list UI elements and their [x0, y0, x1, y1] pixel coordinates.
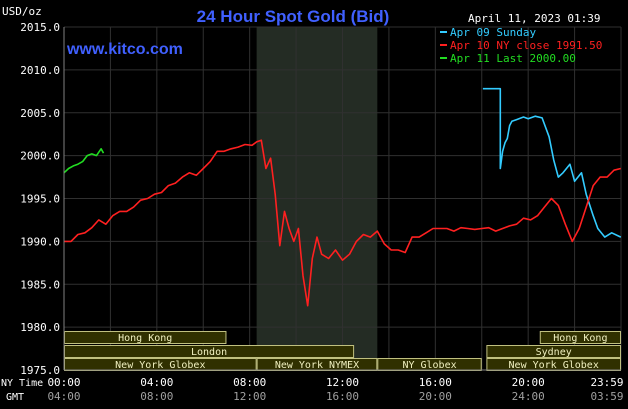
- session-label: New York Globex: [115, 360, 205, 371]
- legend-entry-0: Apr 09 Sunday: [450, 26, 536, 39]
- y-tick-label: 1985.0: [20, 278, 60, 291]
- x-tick-label-ny: 00:00: [47, 376, 80, 389]
- axis-layer: 2015.0 2010.0 2005.0 2000.0 1995.0 1990.0 1985…: [20, 21, 623, 403]
- session-label: London: [191, 347, 227, 358]
- x-tick-label-gmt: 08:00: [140, 390, 173, 403]
- timestamp: April 11, 2023 01:39: [468, 12, 600, 25]
- x-tick-label-ny: 04:00: [140, 376, 173, 389]
- y-tick-label: 2000.0: [20, 150, 60, 163]
- series-line-0: [482, 87, 622, 238]
- session-label: Sydney: [536, 347, 572, 358]
- x-axis-label-ny: NY Time: [1, 378, 43, 389]
- y-tick-label: 1980.0: [20, 321, 60, 334]
- session-bar: [539, 331, 621, 344]
- series-line-1: [64, 139, 621, 307]
- session-label: Hong Kong: [118, 333, 172, 344]
- x-tick-label-gmt: 04:00: [47, 390, 80, 403]
- x-tick-label-ny: 08:00: [233, 376, 266, 389]
- x-tick-label-gmt: 20:00: [419, 390, 452, 403]
- session-bars-layer: Hong Kong Hong Kong London Sydney New York G…: [64, 331, 621, 371]
- y-tick-label: 1990.0: [20, 235, 60, 248]
- session-label: NY Globex: [402, 360, 456, 371]
- x-tick-label-ny: 23:59: [590, 376, 623, 389]
- x-tick-label-ny: 12:00: [326, 376, 359, 389]
- series-line-2: [63, 148, 105, 174]
- series-layer: [63, 87, 622, 307]
- legend-entry-1: Apr 10 NY close 1991.50: [450, 39, 602, 52]
- session-label: Hong Kong: [553, 333, 607, 344]
- x-tick-label-gmt: 24:00: [512, 390, 545, 403]
- x-tick-label-gmt: 03:59: [590, 390, 623, 403]
- y-tick-label: 2010.0: [20, 64, 60, 77]
- grid-layer: [63, 26, 622, 371]
- x-tick-label-ny: 20:00: [512, 376, 545, 389]
- legend-entry-2: Apr 11 Last 2000.00: [450, 52, 576, 65]
- y-tick-label: 1995.0: [20, 193, 60, 206]
- x-tick-label-gmt: 12:00: [233, 390, 266, 403]
- session-label: New York NYMEX: [275, 360, 359, 371]
- chart-title: 24 Hour Spot Gold (Bid): [197, 7, 390, 26]
- x-axis-label-gmt: GMT: [6, 392, 24, 403]
- session-bar: [486, 345, 621, 358]
- y-tick-label: 2005.0: [20, 107, 60, 120]
- website-label: www.kitco.com: [66, 41, 183, 58]
- session-label: New York Globex: [509, 360, 599, 371]
- x-tick-label-gmt: 16:00: [326, 390, 359, 403]
- y-tick-label: 1975.0: [20, 364, 60, 377]
- y-tick-label: 2015.0: [20, 21, 60, 34]
- y-axis-label: USD/oz: [2, 5, 42, 18]
- x-tick-label-ny: 16:00: [419, 376, 452, 389]
